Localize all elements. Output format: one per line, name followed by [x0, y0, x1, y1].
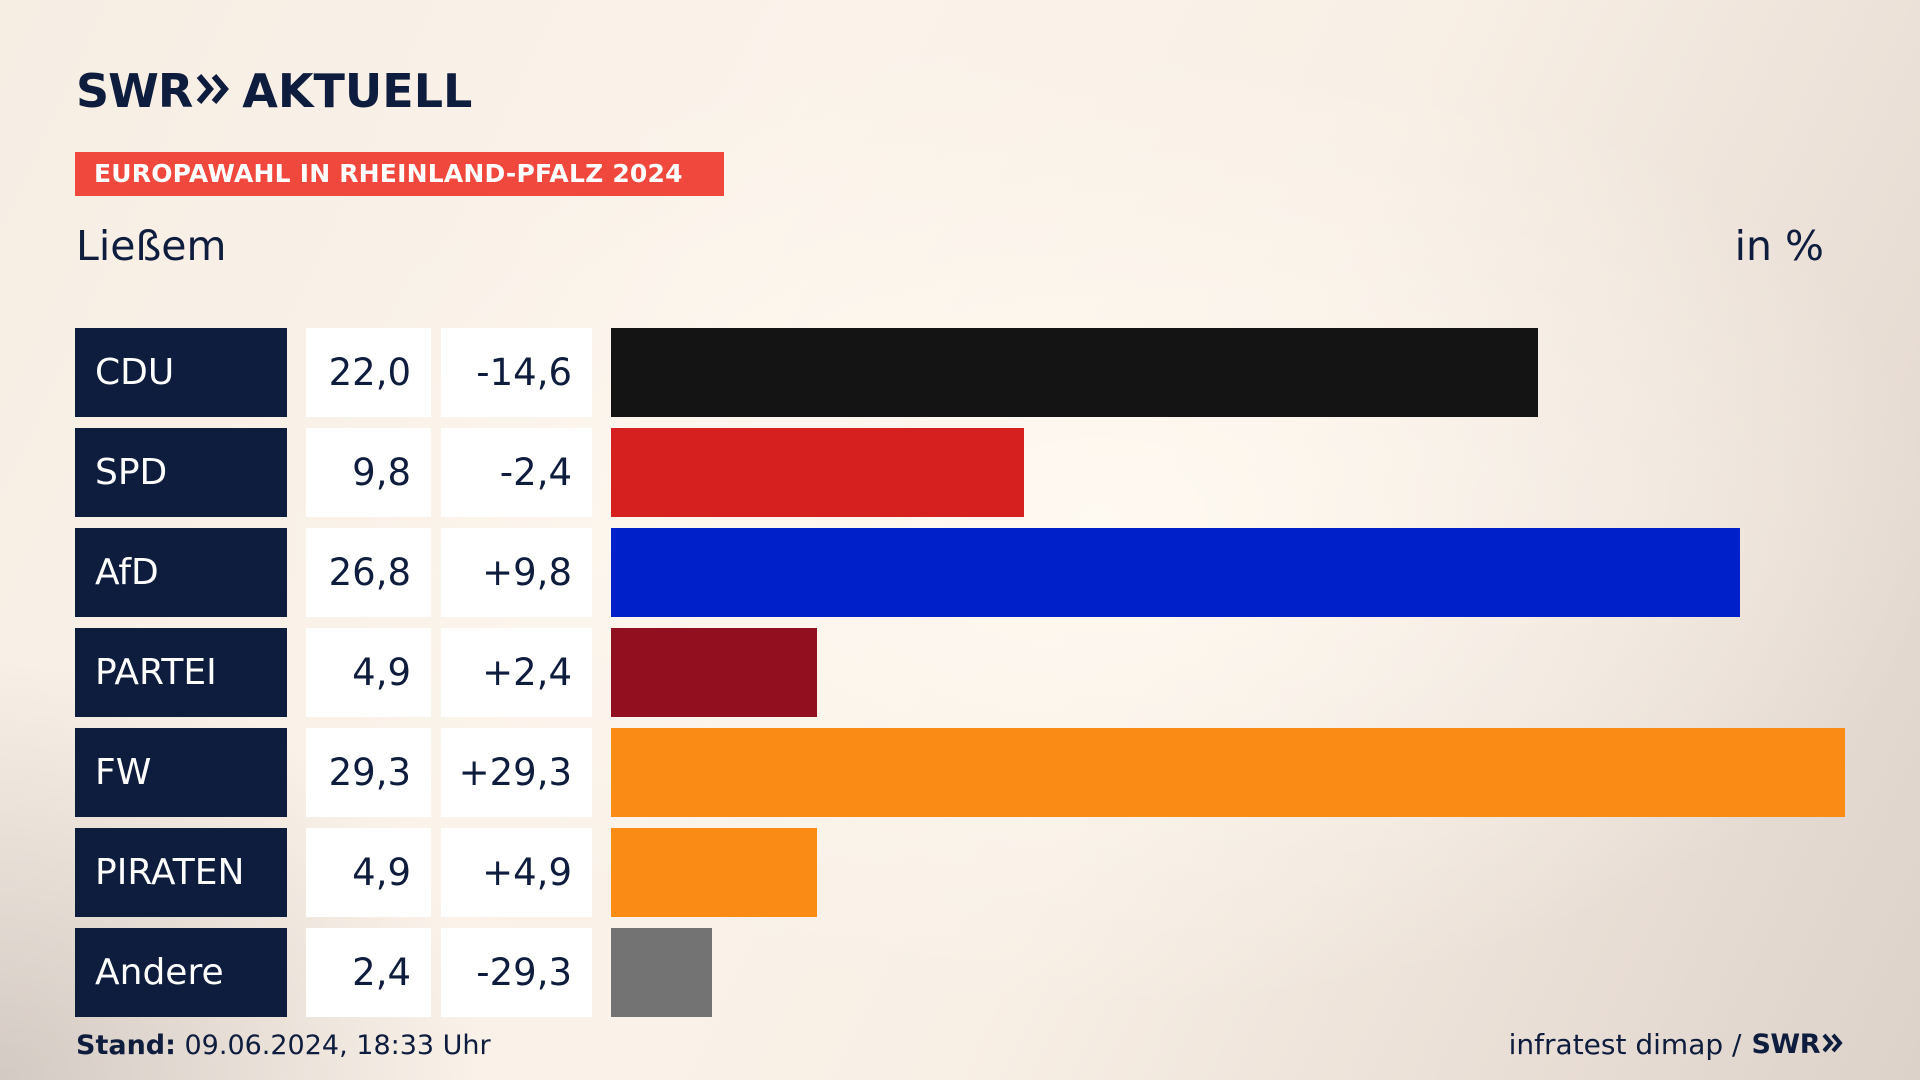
- party-label: FW: [75, 728, 287, 817]
- party-label: SPD: [75, 428, 287, 517]
- change-label: +4,9: [441, 828, 592, 917]
- party-label: PIRATEN: [75, 828, 287, 917]
- result-bar: [611, 528, 1740, 617]
- result-bar: [611, 728, 1845, 817]
- place-name: Ließem: [76, 222, 227, 270]
- election-banner: EUROPAWAHL IN RHEINLAND-PFALZ 2024: [75, 152, 724, 196]
- stand-value: 09.06.2024, 18:33 Uhr: [175, 1030, 491, 1061]
- result-row: PARTEI 4,9 +2,4: [0, 628, 1920, 717]
- party-label: CDU: [75, 328, 287, 417]
- double-chevron-icon: [196, 72, 232, 110]
- vote-share-label: 26,8: [306, 528, 431, 617]
- timestamp: Stand: 09.06.2024, 18:33 Uhr: [76, 1030, 491, 1061]
- change-label: +2,4: [441, 628, 592, 717]
- vote-share-label: 22,0: [306, 328, 431, 417]
- change-label: -2,4: [441, 428, 592, 517]
- party-label: PARTEI: [75, 628, 287, 717]
- result-row: Andere 2,4 -29,3: [0, 928, 1920, 1017]
- result-bar: [611, 628, 817, 717]
- vote-share-label: 2,4: [306, 928, 431, 1017]
- logo-swr-text: SWR: [76, 64, 193, 118]
- source-swr-logo: SWR: [1751, 1029, 1820, 1060]
- swr-aktuell-logo: SWR AKTUELL: [76, 64, 472, 118]
- result-bar: [611, 828, 817, 917]
- result-row: PIRATEN 4,9 +4,9: [0, 828, 1920, 917]
- stand-label: Stand:: [76, 1030, 176, 1061]
- result-row: SPD 9,8 -2,4: [0, 428, 1920, 517]
- vote-share-label: 4,9: [306, 628, 431, 717]
- logo-aktuell-text: AKTUELL: [242, 64, 473, 118]
- source-credit: infratest dimap / SWR: [1509, 1028, 1844, 1061]
- change-label: -14,6: [441, 328, 592, 417]
- result-row: CDU 22,0 -14,6: [0, 328, 1920, 417]
- unit-label: in %: [1734, 222, 1824, 270]
- result-row: FW 29,3 +29,3: [0, 728, 1920, 817]
- result-bar: [611, 928, 712, 1017]
- vote-share-label: 4,9: [306, 828, 431, 917]
- result-bar: [611, 428, 1024, 517]
- vote-share-label: 9,8: [306, 428, 431, 517]
- result-row: AfD 26,8 +9,8: [0, 528, 1920, 617]
- source-text: infratest dimap /: [1508, 1028, 1742, 1061]
- change-label: +29,3: [441, 728, 592, 817]
- vote-share-label: 29,3: [306, 728, 431, 817]
- double-chevron-icon: [1822, 1028, 1844, 1061]
- change-label: -29,3: [441, 928, 592, 1017]
- party-label: AfD: [75, 528, 287, 617]
- party-label: Andere: [75, 928, 287, 1017]
- change-label: +9,8: [441, 528, 592, 617]
- result-bar: [611, 328, 1538, 417]
